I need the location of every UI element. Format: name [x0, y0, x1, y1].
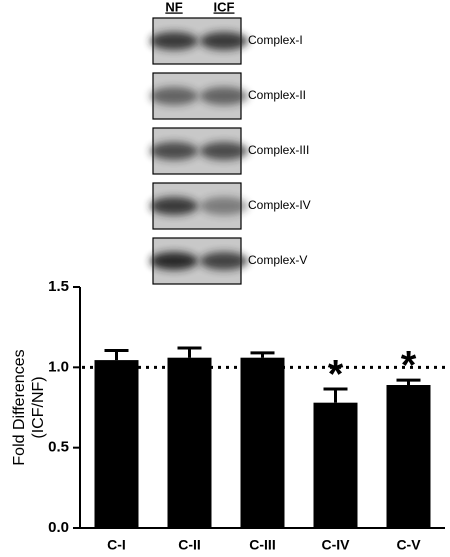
blot-band	[150, 252, 198, 270]
blot-band	[150, 197, 198, 215]
x-tick-label: C-II	[178, 537, 201, 553]
band-label: Complex-IV	[248, 198, 311, 212]
error-bar	[323, 387, 348, 403]
y-tick-label: 1.0	[48, 358, 69, 375]
x-tick-label: C-IV	[322, 537, 351, 553]
bar	[386, 385, 431, 528]
blot-band	[200, 32, 248, 50]
blot-band	[200, 87, 248, 105]
lane-label: ICF	[214, 0, 235, 14]
bar	[240, 357, 285, 528]
blot-band	[200, 252, 248, 270]
blot-band	[150, 32, 198, 50]
bar-chart: 0.0 0.5 1.0 1.5 Fold Differences (ICF/NF) C-I C…	[11, 278, 445, 553]
x-tick-label: C-V	[396, 537, 421, 553]
y-axis-label-line: (ICF/NF)	[30, 376, 47, 438]
y-tick-label: 0.5	[48, 439, 69, 456]
blot-band	[150, 142, 198, 160]
band-label: Complex-III	[248, 143, 309, 157]
bar	[94, 360, 139, 528]
band-label: Complex-I	[248, 33, 303, 47]
band-label: Complex-II	[248, 88, 306, 102]
error-bar	[104, 348, 129, 361]
error-bar	[250, 351, 275, 358]
y-tick-label: 1.5	[48, 278, 69, 295]
significance-marker: *	[328, 353, 344, 397]
significance-marker: *	[401, 344, 417, 388]
lane-label: NF	[165, 0, 182, 14]
blot-band	[200, 197, 248, 215]
blot-band	[150, 87, 198, 105]
blot-band	[200, 142, 248, 160]
x-tick-label: C-III	[249, 537, 275, 553]
error-bar	[177, 346, 202, 358]
western-blot: NF ICF Complex-I Complex-II Complex-III Compl…	[150, 0, 311, 285]
y-axis-label-line: Fold Differences	[11, 349, 28, 465]
bar	[167, 357, 212, 528]
y-tick-label: 0.0	[48, 519, 69, 536]
bar	[313, 402, 358, 528]
y-axis-label: Fold Differences (ICF/NF)	[11, 349, 47, 465]
x-tick-label: C-I	[107, 537, 126, 553]
band-label: Complex-V	[248, 253, 307, 267]
error-bar	[396, 378, 421, 386]
